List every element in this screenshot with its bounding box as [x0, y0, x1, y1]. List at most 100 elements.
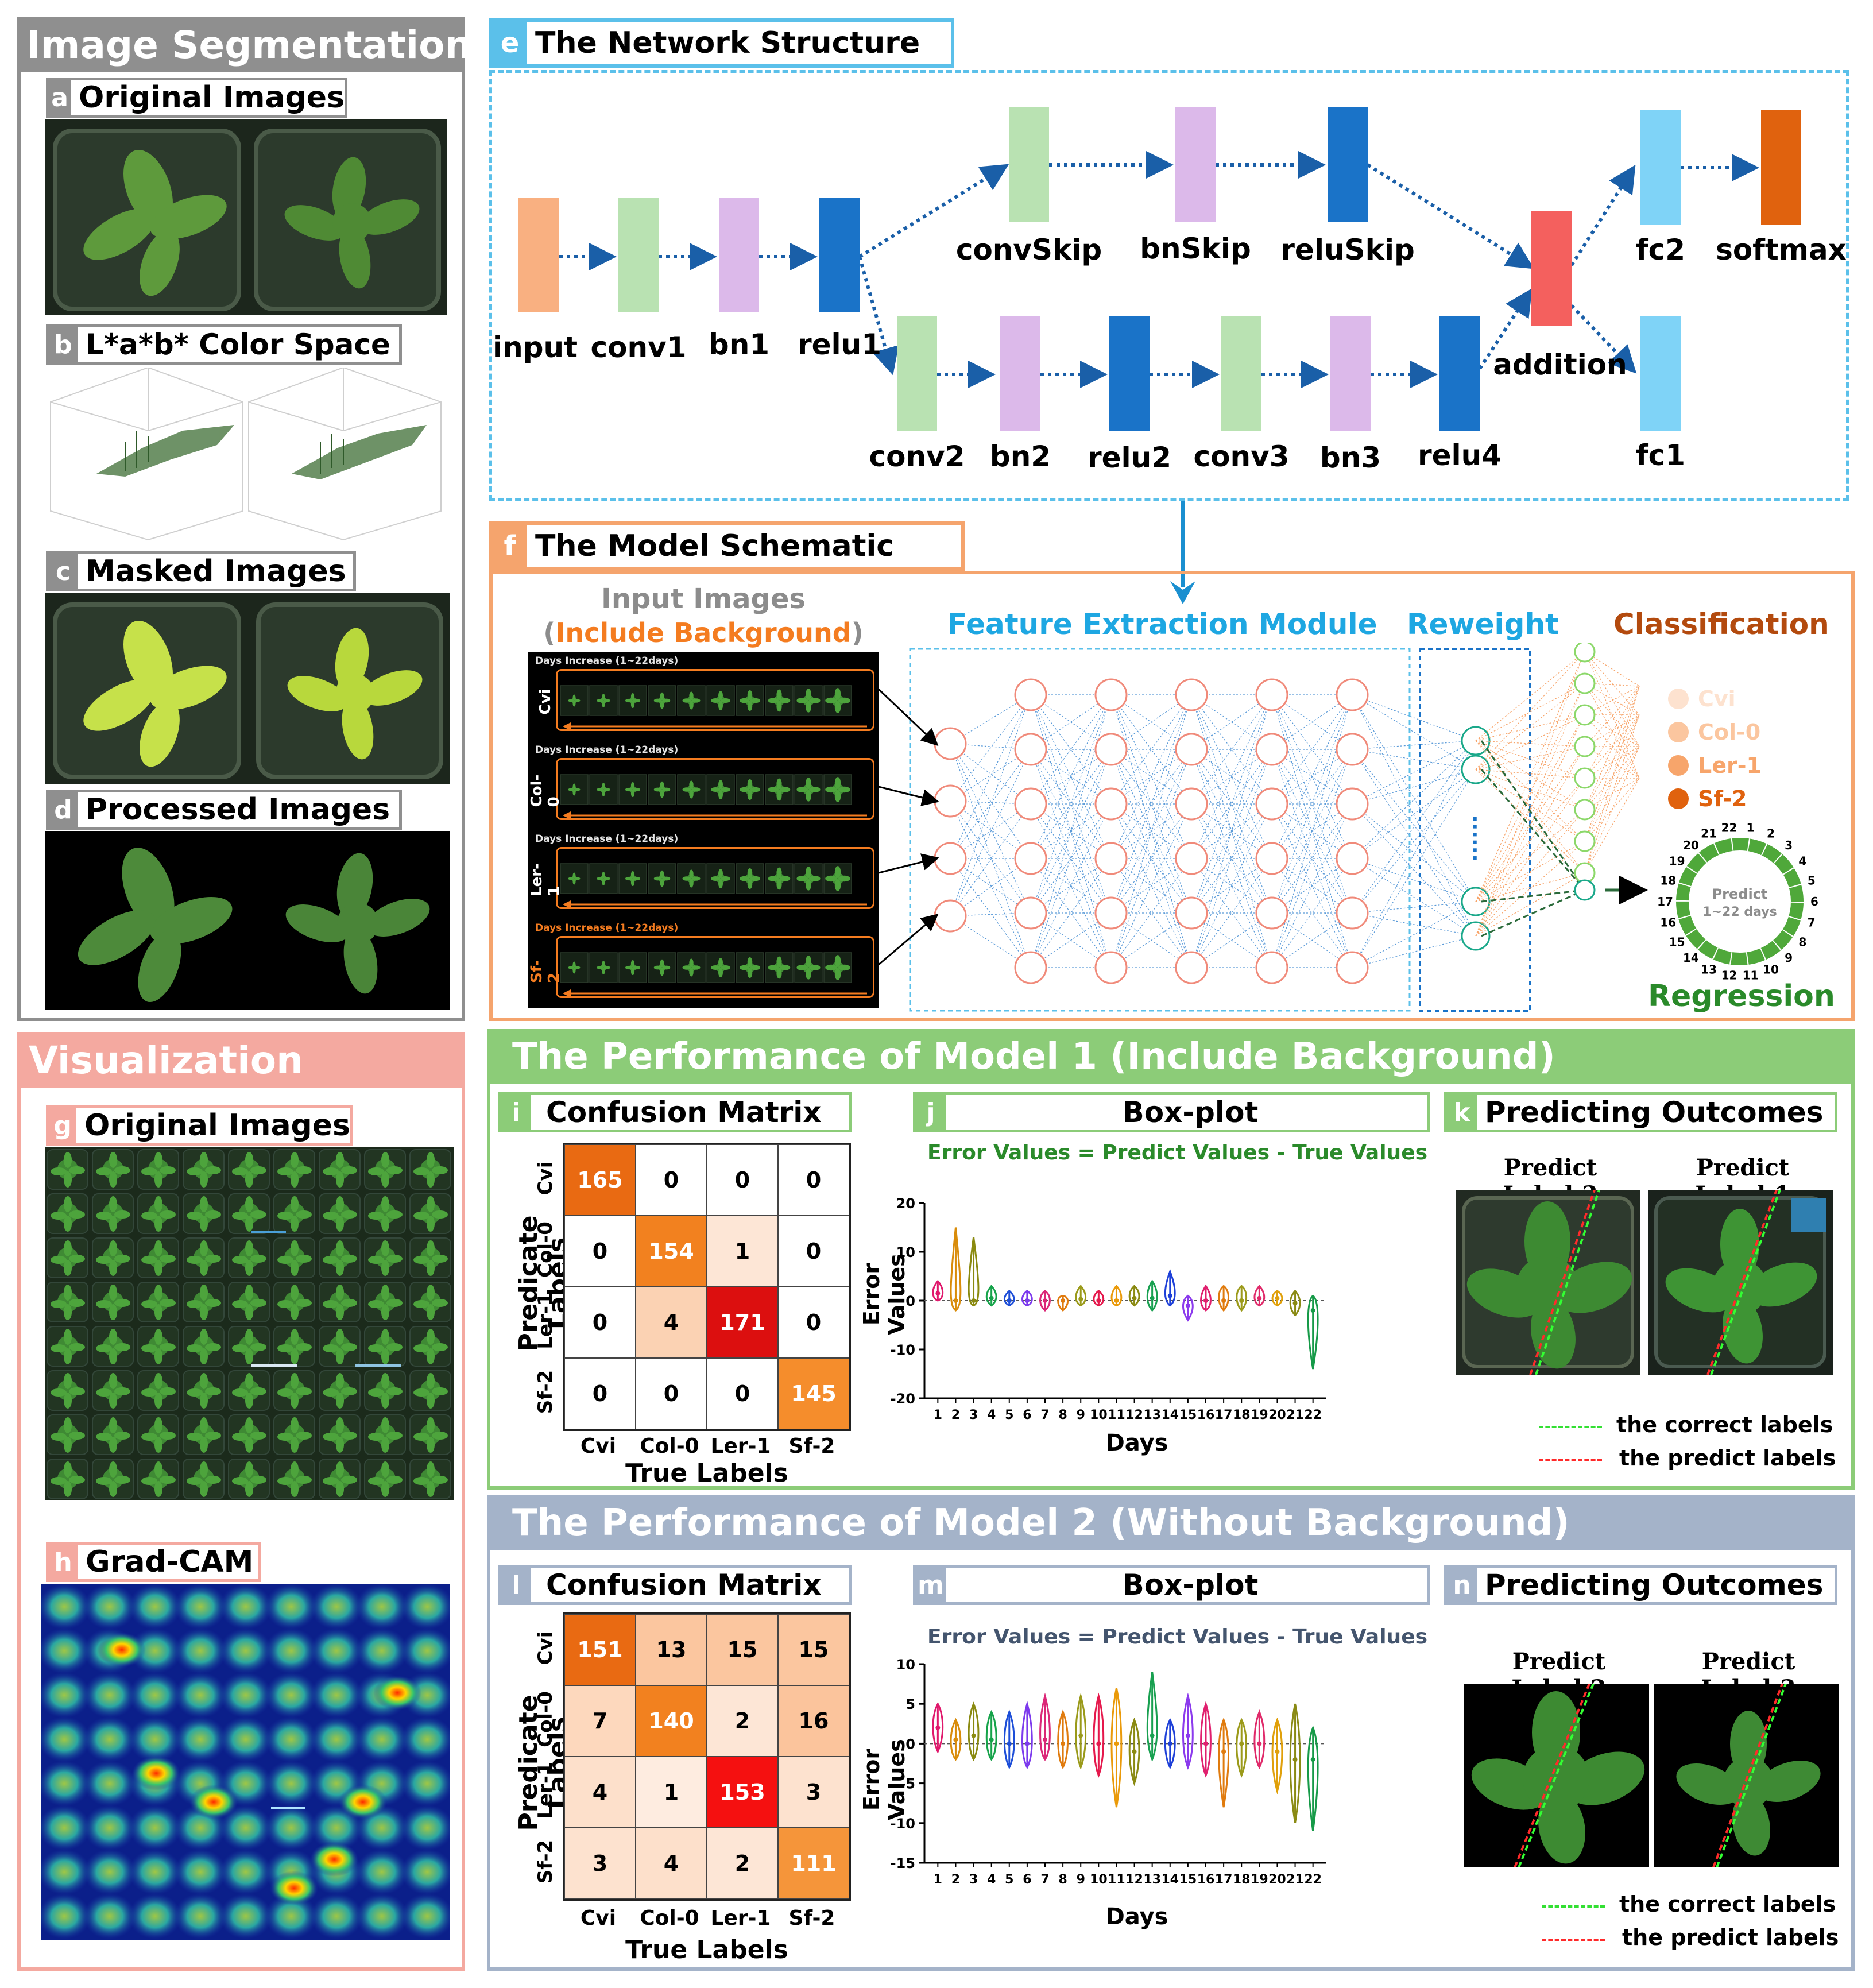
network-node	[1094, 896, 1128, 930]
class-item-sf2: Sf-2	[1668, 784, 1747, 813]
n-legend-predict: the predict labels	[1622, 1925, 1839, 1950]
block-bn1	[719, 198, 759, 312]
violin-day-1	[932, 1279, 944, 1302]
label-softmax: softmax	[1716, 233, 1847, 266]
violin-day-10	[1093, 1692, 1105, 1778]
network-structure-frame	[489, 70, 1849, 501]
violin-day-5	[1003, 1289, 1015, 1307]
confusion-cell: 15	[707, 1614, 778, 1685]
class-label-ler1: Ler-1	[1698, 753, 1762, 778]
confusion-row-label: Cvi	[534, 1631, 557, 1665]
strip-ler1: Days Increase (1~22days) Ler-1	[528, 830, 879, 919]
confusion-cell: 171	[707, 1287, 778, 1358]
predict-text: Predict	[1712, 886, 1768, 902]
confusion-cell: 3	[778, 1757, 849, 1828]
ring-number: 7	[1808, 916, 1816, 930]
ring-number: 20	[1683, 838, 1699, 852]
paren-open: (	[543, 617, 556, 648]
confusion-cell: 154	[636, 1216, 707, 1287]
violin-day-20	[1271, 1290, 1283, 1307]
panel-d-letter: d	[49, 792, 78, 827]
n-legend-predict-swatch	[1542, 1939, 1605, 1941]
boxplot1-xlabel: Days	[1105, 1430, 1168, 1456]
panel-b-letter: b	[49, 327, 78, 362]
boxplot1-ylabel: Error Values	[859, 1254, 910, 1335]
x-tick-label: 2	[951, 1408, 960, 1422]
x-tick-label: 4	[987, 1408, 996, 1422]
confusion-cell: 153	[707, 1757, 778, 1828]
x-tick-label: 7	[1040, 1873, 1049, 1887]
confusion-cell: 4	[564, 1757, 636, 1828]
model1-title: The Performance of Model 1 (Include Back…	[487, 1029, 1855, 1084]
k-legend-correct: the correct labels	[1616, 1412, 1833, 1437]
feature-extraction-heading: Feature Extraction Module	[947, 608, 1377, 641]
n-legend-correct: the correct labels	[1619, 1892, 1836, 1917]
violin-day-15	[1182, 1692, 1194, 1770]
confusion-cell: 4	[636, 1287, 707, 1358]
violin-day-2	[950, 1718, 962, 1761]
n-left-image	[1464, 1684, 1649, 1867]
ring-number: 4	[1798, 854, 1806, 868]
network-node	[1014, 896, 1047, 930]
classification-heading: Classification	[1613, 608, 1829, 641]
network-node	[1175, 733, 1208, 766]
confusion-cell: 0	[564, 1358, 636, 1429]
x-tick-label: 14	[1161, 1408, 1179, 1422]
confusion-cell: 2	[707, 1685, 778, 1757]
panel-i-title: Confusion Matrix	[546, 1096, 822, 1129]
network-node	[1094, 678, 1128, 711]
violin-day-18	[1236, 1718, 1248, 1778]
panel-a-letter: a	[49, 80, 71, 115]
x-tick-label: 12	[1125, 1873, 1143, 1887]
include-background-text: Include Background	[555, 617, 852, 648]
confusion-cell: 3	[564, 1828, 636, 1899]
network-node	[1175, 842, 1208, 875]
class-label-col0: Col-0	[1698, 720, 1761, 745]
ring-number: 6	[1810, 895, 1818, 908]
violin-day-3	[968, 1237, 980, 1307]
panel-e-letter: e	[493, 22, 527, 64]
network-node	[1255, 896, 1288, 930]
schematic-network-svg: ......	[879, 643, 1648, 1012]
y-tick-label: 10	[896, 1244, 915, 1260]
confusion-cell: 0	[707, 1144, 778, 1216]
k-left-image	[1456, 1190, 1640, 1375]
strip-cvi: Days Increase (1~22days) Cvi	[528, 652, 879, 741]
x-tick-label: 10	[1090, 1873, 1108, 1887]
label-relu2: relu2	[1088, 441, 1171, 474]
panel-g-letter: g	[49, 1108, 77, 1143]
x-tick-label: 15	[1179, 1408, 1197, 1422]
violin-day-16	[1200, 1284, 1212, 1312]
violin-day-17	[1218, 1285, 1230, 1312]
violin-day-13	[1146, 1672, 1158, 1762]
network-node	[1175, 951, 1208, 984]
network-node	[1094, 787, 1128, 821]
cm2-col-labels: Cvi Col-0 Ler-1 Sf-2	[563, 1906, 851, 1935]
panel-h-tag: h Grad-CAM	[46, 1542, 261, 1582]
k-legend-correct-swatch	[1539, 1426, 1602, 1428]
network-node	[934, 784, 967, 818]
x-tick-label: 4	[987, 1873, 996, 1887]
network-node	[1175, 787, 1208, 821]
confusion-cell: 0	[564, 1287, 636, 1358]
ring-number: 10	[1763, 962, 1779, 976]
network-node	[1336, 787, 1369, 821]
x-tick-label: 17	[1215, 1408, 1233, 1422]
paren-close: )	[851, 617, 864, 648]
block-relu4	[1439, 316, 1480, 431]
confusion-col-label: Sf-2	[788, 1434, 835, 1458]
label-conv3: conv3	[1194, 440, 1290, 473]
network-node	[1175, 678, 1208, 711]
x-tick-label: 11	[1108, 1408, 1125, 1422]
image-segmentation-title: Image Segmentation	[17, 17, 472, 72]
strip-box-3	[556, 847, 874, 909]
reweight-box	[1419, 648, 1531, 1012]
violin-day-9	[1075, 1692, 1087, 1770]
x-tick-label: 10	[1090, 1408, 1108, 1422]
class-node	[1574, 830, 1596, 852]
ring-number: 3	[1785, 838, 1793, 852]
x-tick-label: 1	[934, 1408, 942, 1422]
violin-day-11	[1110, 1688, 1123, 1808]
class-node	[1574, 799, 1596, 821]
confusion-cell: 145	[778, 1358, 849, 1429]
